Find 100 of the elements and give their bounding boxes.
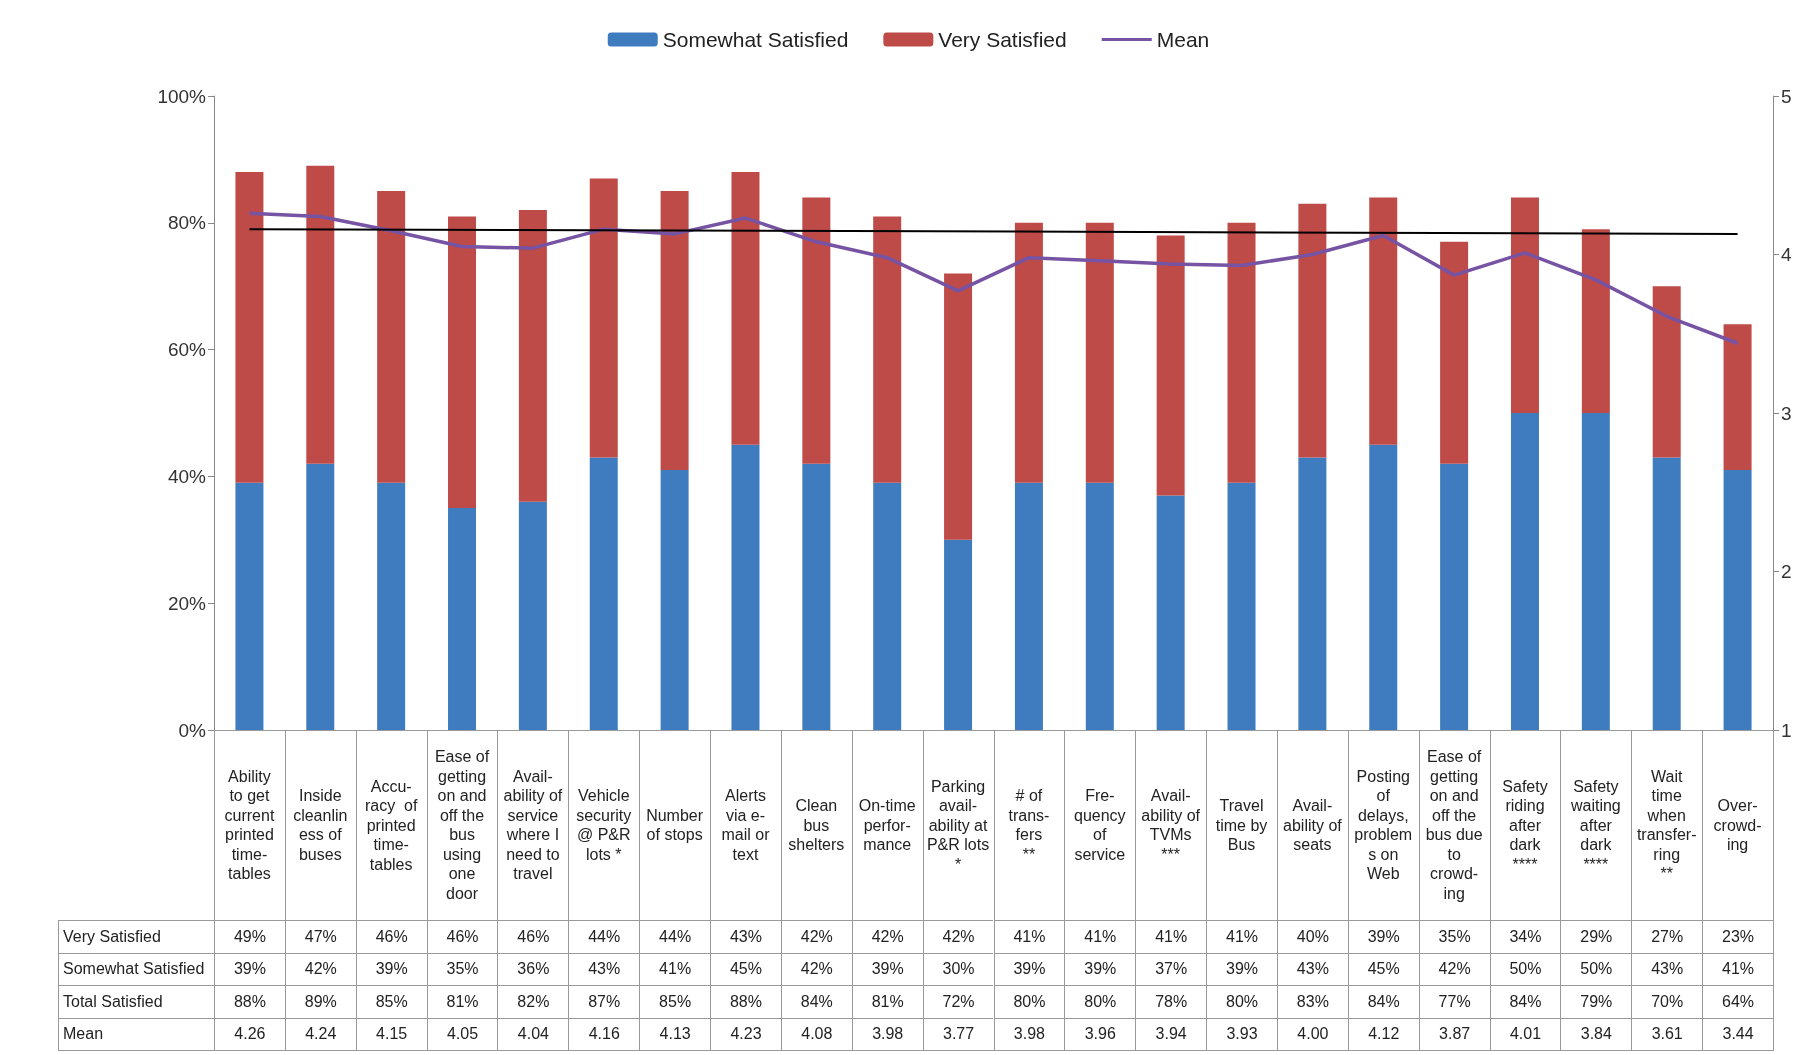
bar xyxy=(1652,286,1681,458)
text: Total Satisfied xyxy=(58,985,214,1018)
text: 87% xyxy=(568,985,640,1018)
data-label: 41% xyxy=(639,952,711,985)
x-tick-label: On-time perfor- mance xyxy=(858,797,916,853)
x-tick-label: Vehicle security @ P&R lots * xyxy=(576,787,632,863)
data-label: 47% xyxy=(284,920,356,953)
data-label: 4.26 xyxy=(214,1017,285,1050)
y2-tick-label: 2 xyxy=(1781,561,1792,582)
data-label: 42% xyxy=(1418,952,1490,985)
text: Mean xyxy=(63,1025,104,1043)
data-label: 36% xyxy=(497,952,569,985)
bar xyxy=(731,172,760,445)
bar xyxy=(1369,444,1398,730)
x-tick-label: Wait time when transfer- ring ** xyxy=(1636,767,1697,883)
data-label: 3.98 xyxy=(993,1017,1065,1050)
y2-tick-label: 4 xyxy=(1781,244,1792,265)
data-label: 39% xyxy=(1064,952,1136,985)
data-label: 44% xyxy=(639,920,711,953)
data-label: 37% xyxy=(1135,952,1207,985)
text: 88% xyxy=(710,985,781,1018)
bar xyxy=(1652,457,1681,730)
bar xyxy=(518,210,547,502)
y-tick-label: 20% xyxy=(167,592,207,614)
data-label: 43% xyxy=(1276,952,1348,985)
text: 72% xyxy=(922,985,994,1018)
bar xyxy=(873,216,902,483)
text: 78% xyxy=(1135,985,1207,1018)
bar xyxy=(1156,495,1185,730)
x-tick-label: Safety riding after dark **** xyxy=(1502,777,1548,873)
data-label: 39% xyxy=(851,952,923,985)
x-tick-label: Travel time by Bus xyxy=(1215,797,1268,853)
text: 77% xyxy=(1418,985,1490,1018)
bar xyxy=(1440,463,1469,730)
bar xyxy=(1156,235,1185,496)
bar xyxy=(660,470,689,730)
bar xyxy=(873,482,902,730)
data-label: 40% xyxy=(1276,920,1348,953)
bar xyxy=(377,191,406,483)
text: 79% xyxy=(1560,985,1632,1018)
y2-tick-label: 5 xyxy=(1781,85,1792,107)
x-tick-label: Inside cleanlin ess of buses xyxy=(293,787,348,863)
data-label: 3.77 xyxy=(922,1017,994,1050)
bar xyxy=(306,165,335,464)
text: 81% xyxy=(426,985,498,1018)
text: 70% xyxy=(1631,985,1703,1018)
text: Very Satisfied xyxy=(63,927,161,945)
data-label: 42% xyxy=(780,952,852,985)
bar xyxy=(1510,197,1539,413)
data-label: 39% xyxy=(993,952,1065,985)
data-label: 39% xyxy=(355,952,427,985)
data-label: 46% xyxy=(355,920,427,953)
data-label: 4.00 xyxy=(1276,1017,1348,1050)
bar xyxy=(306,463,335,730)
bar xyxy=(589,457,618,730)
data-label: 45% xyxy=(1347,952,1419,985)
line-series xyxy=(247,211,1740,346)
bar xyxy=(1085,482,1114,730)
text: 80% xyxy=(1064,985,1136,1018)
data-label: 43% xyxy=(710,920,781,953)
bar xyxy=(1369,197,1398,445)
text: 64% xyxy=(1702,985,1773,1018)
bar xyxy=(1227,482,1256,730)
bar xyxy=(1581,229,1610,413)
bar xyxy=(1014,482,1043,730)
y-tick-label: 0% xyxy=(178,719,207,741)
data-label: 4.12 xyxy=(1347,1017,1419,1050)
data-label: 39% xyxy=(214,952,285,985)
bar xyxy=(1723,324,1752,471)
text: 88% xyxy=(214,985,285,1018)
data-label: 41% xyxy=(1702,952,1773,985)
x-tick-label: Over- crowd- ing xyxy=(1713,797,1762,853)
legend-label: Somewhat Satisfied xyxy=(662,28,849,51)
text: 80% xyxy=(1206,985,1277,1018)
bar xyxy=(1298,457,1327,730)
bar xyxy=(944,539,973,730)
data-label: 35% xyxy=(426,952,498,985)
data-label: 4.13 xyxy=(639,1017,711,1050)
data-label: 4.24 xyxy=(284,1017,356,1050)
data-label: 42% xyxy=(922,920,994,953)
x-tick-label: # of trans- fers ** xyxy=(1008,787,1050,863)
data-label: 29% xyxy=(1560,920,1632,953)
bar xyxy=(1014,222,1043,483)
data-label: 50% xyxy=(1489,952,1561,985)
data-label: 3.93 xyxy=(1206,1017,1277,1050)
text: 89% xyxy=(284,985,356,1018)
data-label: 30% xyxy=(922,952,994,985)
bar xyxy=(235,172,264,483)
data-label: 43% xyxy=(1631,952,1703,985)
bar xyxy=(660,191,689,471)
y2-tick-label: 1 xyxy=(1781,719,1792,741)
y-tick-label: 60% xyxy=(167,339,207,361)
legend-label: Very Satisfied xyxy=(938,28,1067,51)
data-label: 39% xyxy=(1206,952,1277,985)
x-tick-label: Posting of delays, problem s on Web xyxy=(1354,767,1413,883)
text: 83% xyxy=(1276,985,1348,1018)
data-label: 50% xyxy=(1560,952,1632,985)
data-label: 44% xyxy=(568,920,640,953)
bar xyxy=(1440,241,1469,464)
text: 82% xyxy=(497,985,569,1018)
